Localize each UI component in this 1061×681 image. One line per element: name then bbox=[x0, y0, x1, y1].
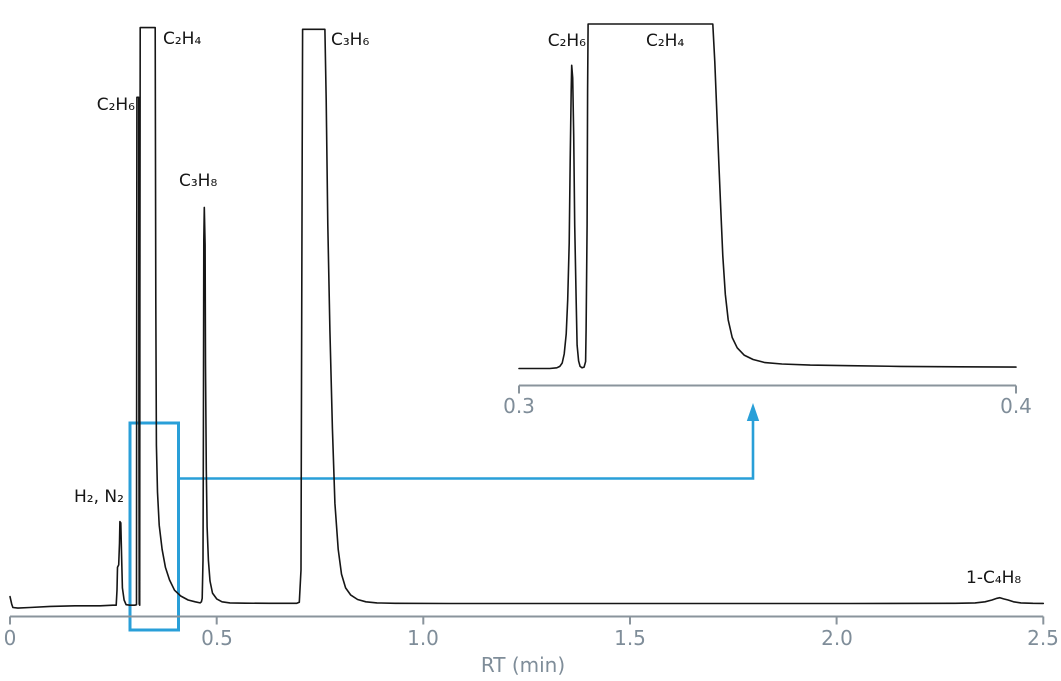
x-tick-label-0-5: 0.5 bbox=[201, 626, 233, 650]
inset-peak-label-c2h4: C₂H₄ bbox=[646, 31, 685, 51]
main-trace bbox=[9, 26, 1045, 609]
zoom-arrow-icon bbox=[746, 403, 760, 421]
zoom-connector-line bbox=[178, 420, 755, 480]
main-x-axis bbox=[9, 615, 1045, 625]
peak-label-c3h6: C₃H₆ bbox=[331, 30, 370, 50]
peak-label-h2-n2: H₂, N₂ bbox=[74, 487, 124, 507]
x-axis-title: RT (min) bbox=[480, 653, 566, 677]
peak-label-c2h4: C₂H₄ bbox=[163, 29, 202, 49]
x-tick-label-2-5: 2.5 bbox=[1027, 626, 1059, 650]
inset-trace bbox=[518, 23, 1017, 370]
peak-label-c2h6: C₂H₆ bbox=[96, 95, 135, 115]
x-tick-label-0: 0 bbox=[3, 626, 17, 650]
peak-label-1-c4h8: 1-C₄H₈ bbox=[966, 568, 1022, 588]
x-tick-label-1-5: 1.5 bbox=[614, 626, 646, 650]
x-tick-label-1-0: 1.0 bbox=[407, 626, 439, 650]
inset-x-axis bbox=[518, 384, 1017, 394]
peak-label-c3h8: C₃H₈ bbox=[179, 171, 218, 191]
inset-tick-label-0-3: 0.3 bbox=[503, 394, 535, 418]
zoom-region-box bbox=[128, 421, 180, 632]
zoom-annotation-group bbox=[128, 403, 760, 632]
x-tick-label-2-0: 2.0 bbox=[821, 626, 853, 650]
inset-tick-label-0-4: 0.4 bbox=[1000, 394, 1032, 418]
inset-peak-label-c2h6: C₂H₆ bbox=[547, 31, 586, 51]
